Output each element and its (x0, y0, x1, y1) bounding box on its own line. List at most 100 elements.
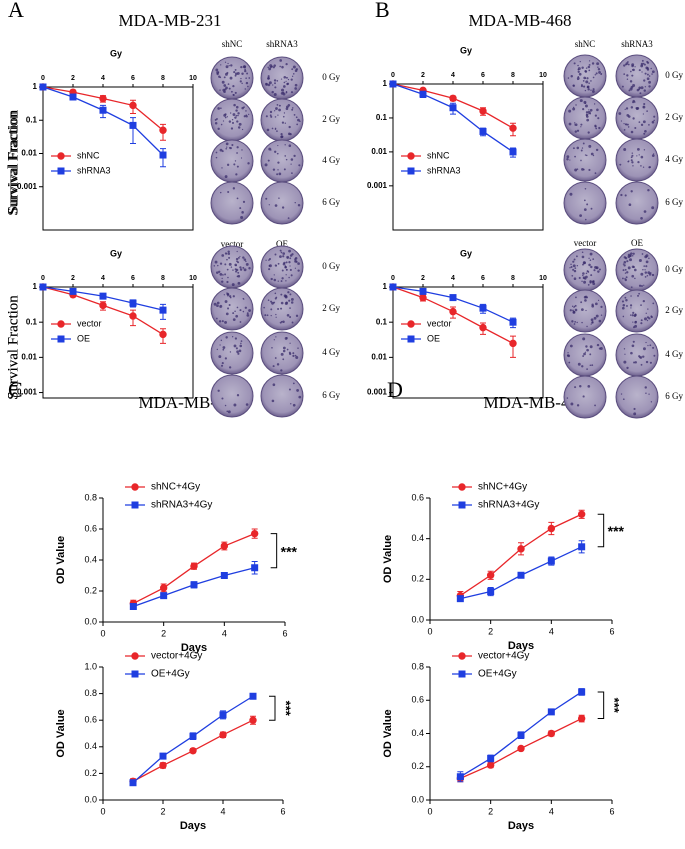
x-tick-label: 0 (427, 626, 432, 636)
colony (279, 255, 282, 258)
y-tick-label: 0.4 (84, 741, 97, 751)
colony (593, 103, 596, 105)
marker (189, 747, 197, 755)
colony (644, 275, 647, 278)
colony (579, 99, 583, 103)
marker (99, 94, 107, 103)
colony (582, 80, 585, 82)
colony (224, 61, 227, 63)
colony (588, 60, 591, 62)
colony (631, 74, 634, 77)
colony (632, 84, 636, 87)
colony (292, 382, 295, 385)
colony (577, 362, 581, 366)
colony (283, 261, 286, 265)
colony (572, 84, 576, 87)
colony (231, 336, 234, 338)
colony (248, 113, 250, 116)
colony (274, 150, 277, 153)
colony (586, 77, 589, 80)
colony (241, 128, 244, 131)
colony (237, 126, 241, 129)
colony (574, 386, 577, 389)
panel-letter: A (8, 0, 24, 22)
colony (281, 121, 285, 124)
panel-title: MDA-MB-231 (119, 11, 222, 30)
colony (642, 166, 645, 168)
marker (129, 603, 137, 610)
colony (244, 68, 246, 71)
colony (294, 69, 298, 72)
colony (570, 263, 572, 266)
marker (129, 779, 137, 787)
colony (290, 158, 294, 161)
y-tick-label: 0.0 (84, 794, 97, 804)
colony (243, 115, 246, 118)
colony (237, 256, 240, 259)
colony (589, 345, 593, 349)
colony (582, 355, 585, 358)
colony (228, 120, 232, 123)
colony (245, 110, 247, 112)
colony (645, 312, 647, 314)
colony (643, 132, 646, 135)
colony (591, 280, 595, 284)
dish-column-label: shRNA3 (266, 39, 298, 49)
colony (619, 163, 622, 166)
colony (623, 348, 626, 350)
colony (584, 277, 587, 280)
y-tick-label: 1 (33, 82, 38, 91)
marker (159, 306, 167, 314)
colony (239, 321, 242, 323)
colony (298, 164, 301, 167)
colony (644, 317, 648, 321)
colony (653, 115, 656, 118)
marker (577, 714, 586, 723)
marker (159, 761, 167, 770)
colony (640, 123, 644, 127)
colony (242, 266, 245, 269)
colony (217, 71, 220, 73)
colony (572, 107, 576, 111)
x-tick-label: 4 (451, 72, 455, 79)
colony (297, 203, 301, 207)
colony (645, 260, 649, 264)
plot-frame (42, 86, 194, 231)
y-tick-label: 0.0 (84, 616, 97, 626)
colony (583, 208, 587, 212)
colony (582, 261, 586, 265)
colony (282, 92, 286, 96)
colony (599, 347, 603, 350)
colony (239, 255, 241, 258)
colony (569, 192, 573, 196)
marker (129, 312, 137, 320)
colony (235, 105, 239, 109)
colony (647, 344, 649, 347)
marker (129, 299, 137, 307)
x-tick-label: 6 (280, 806, 285, 816)
colony (594, 114, 597, 117)
colony (590, 318, 594, 322)
colony (574, 123, 578, 127)
colony (288, 352, 292, 356)
colony (588, 263, 591, 267)
colony (291, 75, 294, 77)
colony (584, 351, 587, 353)
colony (573, 62, 576, 65)
colony (644, 129, 647, 133)
x-tick-label: 0 (391, 275, 395, 282)
colony (233, 71, 236, 74)
colony (231, 144, 234, 147)
x-tick-label: 0 (100, 628, 105, 638)
colony (646, 73, 649, 76)
colony (653, 119, 655, 122)
colony (245, 115, 248, 118)
colony (224, 175, 228, 178)
colony (272, 168, 276, 171)
colony (629, 258, 633, 262)
colony (266, 128, 270, 132)
colony (282, 252, 286, 255)
colony (237, 352, 240, 355)
significance-bracket (597, 691, 605, 720)
